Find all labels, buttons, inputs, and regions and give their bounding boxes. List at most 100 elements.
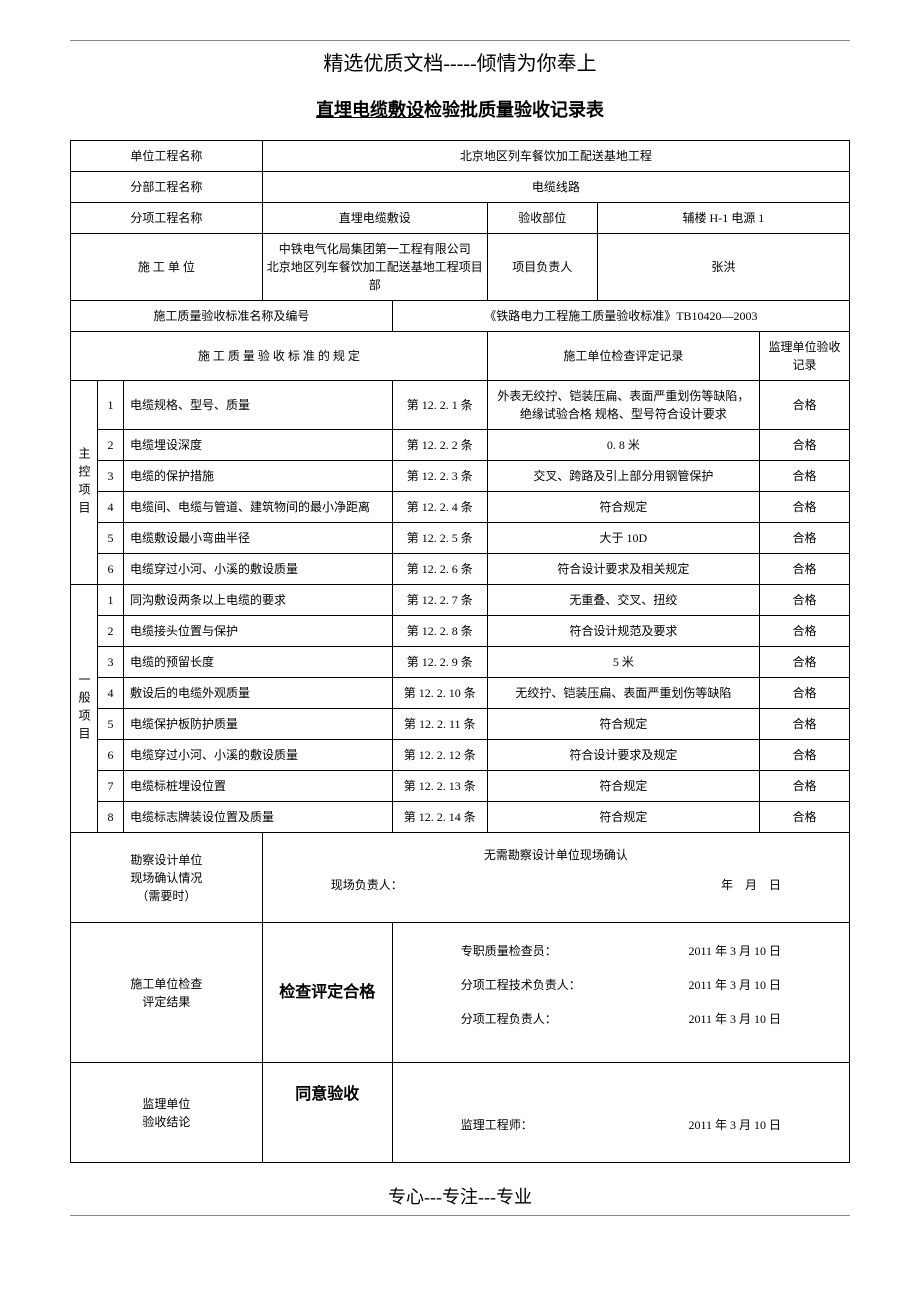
item-result: 合格 (760, 771, 850, 802)
item-record: 0. 8 米 (487, 430, 759, 461)
item-record: 外表无绞拧、铠装压扁、表面严重划伤等缺陷，绝缘试验合格 规格、型号符合设计要求 (487, 381, 759, 430)
design-confirm-text: 无需勘察设计单位现场确认 (271, 846, 841, 864)
item-desc: 电缆间、电缆与管道、建筑物间的最小净距离 (124, 492, 393, 523)
item-result: 合格 (760, 430, 850, 461)
construction-unit-line2: 北京地区列车餐饮加工配送基地工程项目部 (267, 260, 483, 292)
table-row: 3 电缆的保护措施 第 12. 2. 3 条 交叉、跨路及引上部分用钢管保护 合… (71, 461, 850, 492)
label-standard-name: 施工质量验收标准名称及编号 (71, 301, 393, 332)
table-row: 4 电缆间、电缆与管道、建筑物间的最小净距离 第 12. 2. 4 条 符合规定… (71, 492, 850, 523)
supervisor-conclusion-row: 监理单位 验收结论 同意验收 监理工程师： 2011 年 3 月 10 日 (71, 1063, 850, 1163)
item-result: 合格 (760, 647, 850, 678)
item-desc: 电缆敷设最小弯曲半径 (124, 523, 393, 554)
item-desc: 电缆标桩埋设位置 (124, 771, 393, 802)
design-confirm-line2: 现场确认情况 (130, 871, 202, 885)
item-clause: 第 12. 2. 9 条 (392, 647, 487, 678)
label-acceptance-part: 验收部位 (487, 203, 597, 234)
item-no: 6 (98, 554, 124, 585)
label-unit-check-record: 施工单位检查评定记录 (487, 332, 759, 381)
item-result: 合格 (760, 740, 850, 771)
value-item-project: 直埋电缆敷设 (262, 203, 487, 234)
supervisor-conclusion-line1: 监理单位 (142, 1097, 190, 1111)
document-title: 直埋电缆敷设检验批质量验收记录表 (70, 96, 850, 122)
check-pass-label: 检查评定合格 (262, 923, 392, 1063)
item-record: 符合规定 (487, 802, 759, 833)
item-record: 符合规定 (487, 771, 759, 802)
table-row: 6 电缆穿过小河、小溪的敷设质量 第 12. 2. 6 条 符合设计要求及相关规… (71, 554, 850, 585)
label-construction-unit: 施 工 单 位 (71, 234, 263, 301)
value-acceptance-part: 辅楼 H-1 电源 1 (597, 203, 849, 234)
item-record: 大于 10D (487, 523, 759, 554)
item-no: 2 (98, 616, 124, 647)
quality-inspector-label: 专职质量检查员： (461, 942, 557, 960)
construction-check-line1: 施工单位检查 (130, 977, 202, 991)
item-record: 符合规定 (487, 492, 759, 523)
item-desc: 电缆的预留长度 (124, 647, 393, 678)
value-unit-project: 北京地区列车餐饮加工配送基地工程 (262, 141, 849, 172)
design-confirm-content: 无需勘察设计单位现场确认 现场负责人： 年 月 日 (262, 833, 849, 923)
table-row: 单位工程名称 北京地区列车餐饮加工配送基地工程 (71, 141, 850, 172)
label-sub-project: 分部工程名称 (71, 172, 263, 203)
date-blank: 年 月 日 (721, 876, 781, 894)
table-row: 3 电缆的预留长度 第 12. 2. 9 条 5 米 合格 (71, 647, 850, 678)
table-row: 分部工程名称 电缆线路 (71, 172, 850, 203)
item-no: 7 (98, 771, 124, 802)
item-result: 合格 (760, 678, 850, 709)
table-row: 施 工 质 量 验 收 标 准 的 规 定 施工单位检查评定记录 监理单位验收记… (71, 332, 850, 381)
item-result: 合格 (760, 461, 850, 492)
table-row: 6 电缆穿过小河、小溪的敷设质量 第 12. 2. 12 条 符合设计要求及规定… (71, 740, 850, 771)
page-footer: 专心---专注---专业 (70, 1183, 850, 1209)
table-row: 2 电缆接头位置与保护 第 12. 2. 8 条 符合设计规范及要求 合格 (71, 616, 850, 647)
tech-leader-label: 分项工程技术负责人： (461, 976, 581, 994)
item-clause: 第 12. 2. 3 条 (392, 461, 487, 492)
item-record: 符合设计规范及要求 (487, 616, 759, 647)
item-result: 合格 (760, 492, 850, 523)
item-record: 无绞拧、铠装压扁、表面严重划伤等缺陷 (487, 678, 759, 709)
item-no: 5 (98, 709, 124, 740)
item-no: 3 (98, 461, 124, 492)
table-row: 施 工 单 位 中铁电气化局集团第一工程有限公司 北京地区列车餐饮加工配送基地工… (71, 234, 850, 301)
item-clause: 第 12. 2. 7 条 (392, 585, 487, 616)
item-result: 合格 (760, 709, 850, 740)
title-underline: 直埋电缆敷设 (316, 100, 424, 120)
item-clause: 第 12. 2. 10 条 (392, 678, 487, 709)
item-clause: 第 12. 2. 8 条 (392, 616, 487, 647)
table-row: 主控项目 1 电缆规格、型号、质量 第 12. 2. 1 条 外表无绞拧、铠装压… (71, 381, 850, 430)
label-standard-rule: 施 工 质 量 验 收 标 准 的 规 定 (71, 332, 488, 381)
supervisor-conclusion-content: 监理工程师： 2011 年 3 月 10 日 (392, 1063, 849, 1163)
item-desc: 电缆标志牌装设位置及质量 (124, 802, 393, 833)
item-record: 交叉、跨路及引上部分用钢管保护 (487, 461, 759, 492)
item-result: 合格 (760, 616, 850, 647)
table-row: 5 电缆敷设最小弯曲半径 第 12. 2. 5 条 大于 10D 合格 (71, 523, 850, 554)
design-confirm-line3: （需要时） (136, 889, 196, 903)
item-clause: 第 12. 2. 1 条 (392, 381, 487, 430)
label-supervisor-record: 监理单位验收记录 (760, 332, 850, 381)
item-no: 4 (98, 678, 124, 709)
label-design-confirm: 勘察设计单位 现场确认情况 （需要时） (71, 833, 263, 923)
item-result: 合格 (760, 381, 850, 430)
table-row: 5 电缆保护板防护质量 第 12. 2. 11 条 符合规定 合格 (71, 709, 850, 740)
item-no: 2 (98, 430, 124, 461)
value-sub-project: 电缆线路 (262, 172, 849, 203)
item-leader-label: 分项工程负责人： (461, 1010, 557, 1028)
item-no: 5 (98, 523, 124, 554)
item-no: 3 (98, 647, 124, 678)
value-construction-unit: 中铁电气化局集团第一工程有限公司 北京地区列车餐饮加工配送基地工程项目部 (262, 234, 487, 301)
item-clause: 第 12. 2. 13 条 (392, 771, 487, 802)
item-record: 无重叠、交叉、扭绞 (487, 585, 759, 616)
table-row: 7 电缆标桩埋设位置 第 12. 2. 13 条 符合规定 合格 (71, 771, 850, 802)
value-project-leader: 张洪 (597, 234, 849, 301)
supervisor-conclusion-line2: 验收结论 (142, 1115, 190, 1129)
item-desc: 同沟敷设两条以上电缆的要求 (124, 585, 393, 616)
item-result: 合格 (760, 802, 850, 833)
item-desc: 电缆接头位置与保护 (124, 616, 393, 647)
date-1: 2011 年 3 月 10 日 (688, 942, 781, 960)
table-row: 一般项目 1 同沟敷设两条以上电缆的要求 第 12. 2. 7 条 无重叠、交叉… (71, 585, 850, 616)
item-no: 4 (98, 492, 124, 523)
item-desc: 电缆的保护措施 (124, 461, 393, 492)
item-result: 合格 (760, 523, 850, 554)
item-clause: 第 12. 2. 14 条 (392, 802, 487, 833)
agree-accept-label: 同意验收 (262, 1063, 392, 1163)
item-desc: 敷设后的电缆外观质量 (124, 678, 393, 709)
page-header: 精选优质文档-----倾情为你奉上 (70, 47, 850, 76)
table-row: 施工质量验收标准名称及编号 《铁路电力工程施工质量验收标准》TB10420—20… (71, 301, 850, 332)
